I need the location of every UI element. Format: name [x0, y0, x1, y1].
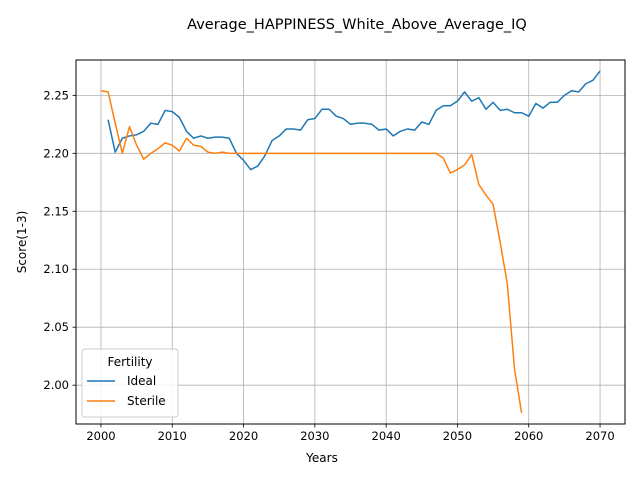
y-tick-label: 2.10: [43, 262, 69, 276]
x-tick-label: 2070: [585, 429, 614, 443]
x-tick-label: 2040: [372, 429, 401, 443]
plot-frame: [75, 59, 626, 425]
x-axis-label: Years: [305, 451, 338, 465]
series-line-ideal: [107, 70, 601, 171]
x-tick-label: 2030: [300, 429, 329, 443]
y-tick-label: 2.05: [43, 320, 69, 334]
legend-title: Fertility: [107, 355, 152, 369]
legend-box: [81, 348, 179, 418]
y-axis-ticks: 2.00 2.05 2.10 2.15 2.20 2.25: [43, 88, 76, 392]
series-lines: [100, 70, 601, 414]
legend: Fertility Ideal Sterile: [81, 348, 179, 418]
y-tick-label: 2.25: [43, 88, 69, 102]
legend-label-ideal: Ideal: [127, 374, 156, 388]
x-axis-ticks: 2000 2010 2020 2030 2040 2050 2060 2070: [86, 424, 615, 443]
y-tick-label: 2.00: [43, 378, 69, 392]
series-line-sterile: [100, 89, 523, 414]
legend-label-sterile: Sterile: [127, 394, 166, 408]
x-tick-label: 2000: [86, 429, 115, 443]
x-tick-label: 2060: [514, 429, 543, 443]
y-tick-label: 2.15: [43, 204, 69, 218]
x-tick-label: 2050: [443, 429, 472, 443]
chart-title: Average_HAPPINESS_White_Above_Average_IQ: [187, 17, 527, 33]
y-axis-label: Score(1-3): [15, 211, 29, 274]
x-tick-label: 2020: [229, 429, 258, 443]
x-tick-label: 2010: [158, 429, 187, 443]
y-tick-label: 2.20: [43, 146, 69, 160]
